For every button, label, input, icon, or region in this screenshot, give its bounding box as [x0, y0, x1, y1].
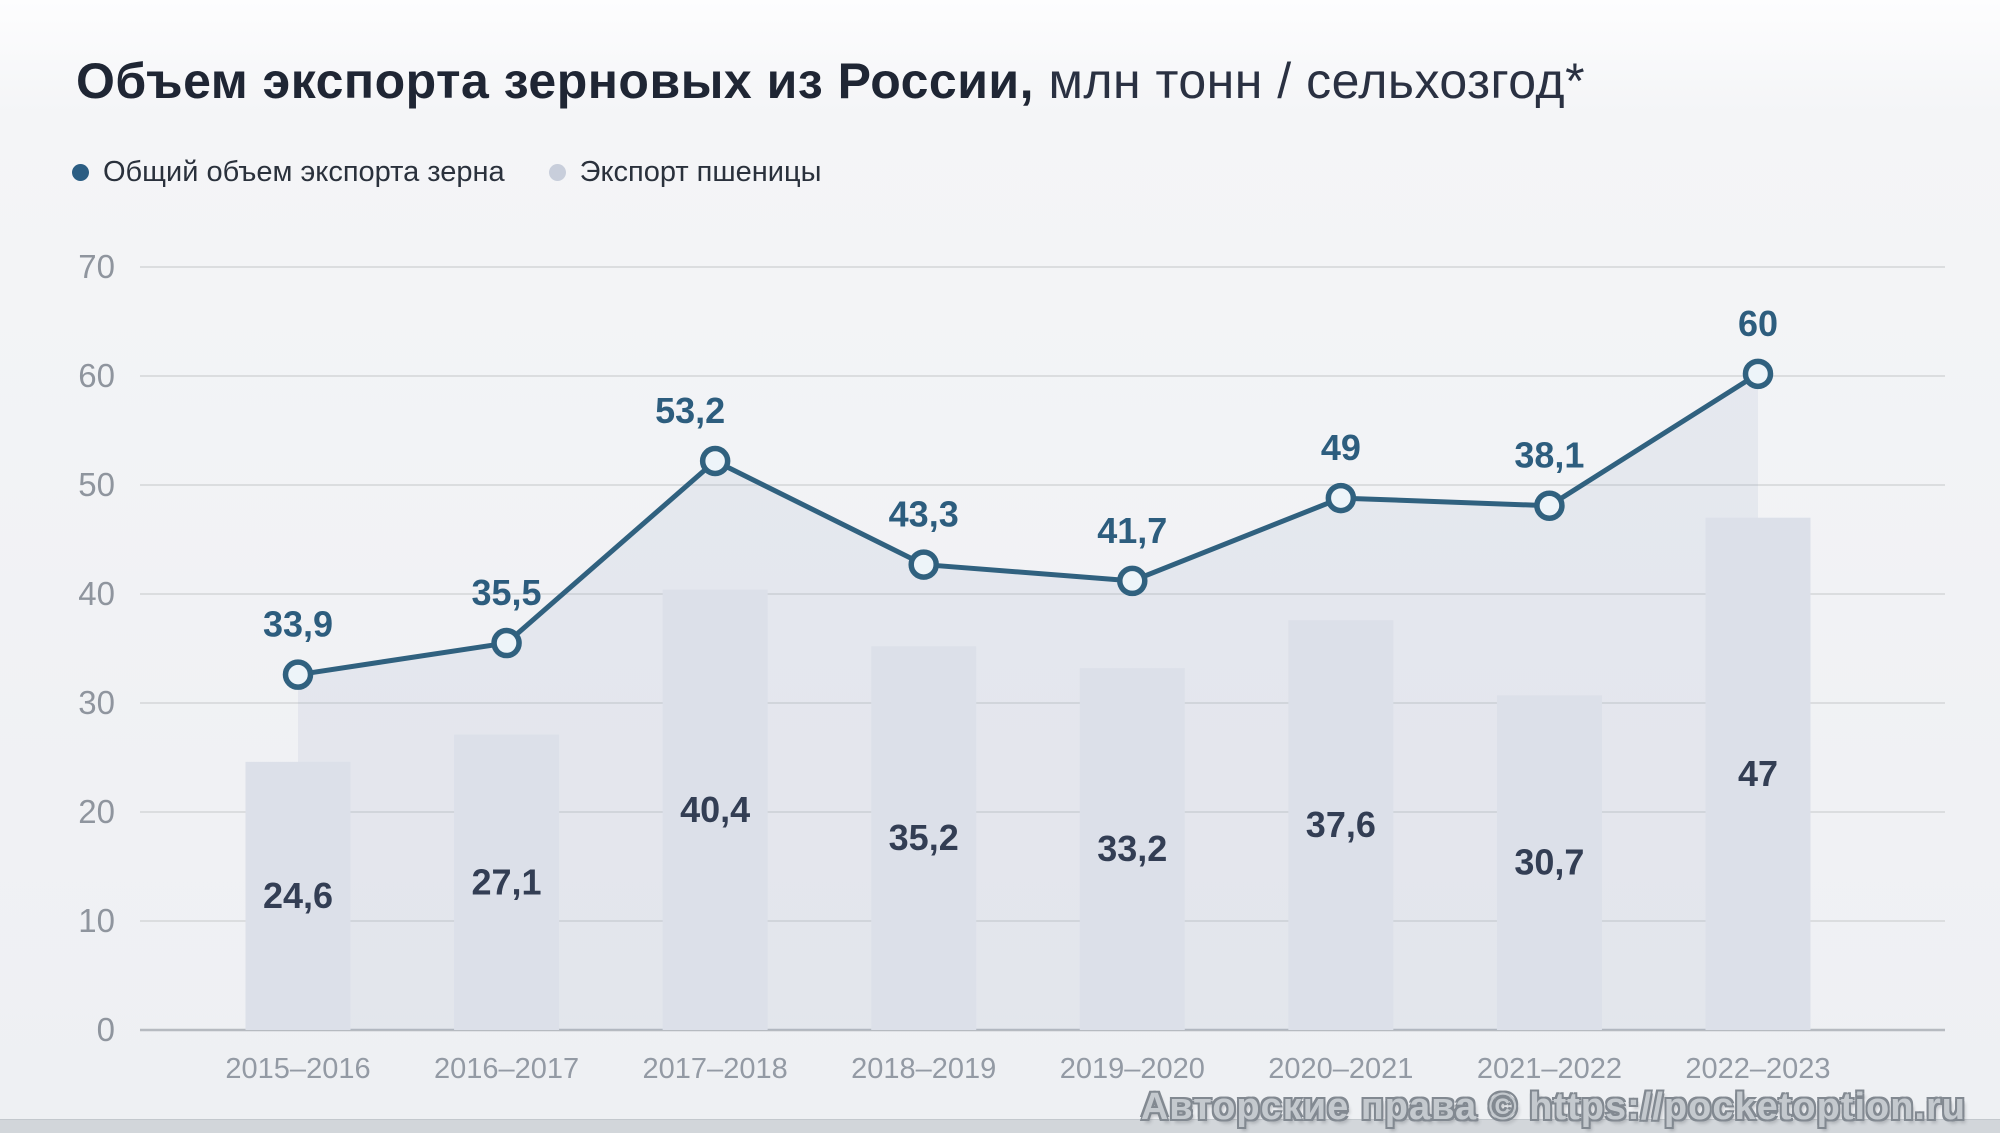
line-point: [699, 445, 731, 477]
x-category-label: 2022–2023: [1685, 1053, 1830, 1085]
y-tick-label: 20: [78, 793, 115, 830]
bar-2022–2023: [1705, 517, 1811, 1030]
legend-dot-total-grain-icon: [72, 164, 89, 181]
x-category-label: 2017–2018: [643, 1053, 788, 1085]
chart-title-units: млн тонн / сельхозгод*: [1034, 53, 1586, 109]
legend-label-wheat: Экспорт пшеницы: [579, 156, 822, 188]
chart-title-bold: Объем экспорта зерновых из России,: [76, 53, 1035, 109]
x-category-label: 2019–2020: [1060, 1053, 1205, 1085]
point-value-label: 38,1: [1514, 435, 1584, 476]
x-category-label: 2016–2017: [434, 1053, 579, 1085]
point-value-label: 60: [1738, 303, 1778, 344]
line-point: [491, 627, 522, 659]
export-line: [295, 371, 1761, 678]
bar-2015–2016: [245, 761, 351, 1030]
legend-item-wheat: Экспорт пшеницы: [548, 156, 822, 189]
point-value-label: 41,7: [1097, 510, 1167, 551]
line-point: [1534, 490, 1565, 521]
legend-dot-wheat-icon: [548, 164, 566, 181]
x-category-label: 2021–2022: [1477, 1053, 1622, 1085]
chart-title: Объем экспорта зерновых из России, млн т…: [76, 52, 1585, 110]
line-point: [282, 659, 314, 690]
line-point: [1742, 358, 1774, 390]
bar-value-label: 33,2: [1097, 828, 1167, 869]
line-point: [1117, 565, 1148, 597]
y-tick-label: 50: [78, 466, 115, 503]
point-value-label: 33,9: [263, 604, 333, 645]
point-value-label: 53,2: [655, 390, 725, 431]
bar-value-label: 24,6: [263, 875, 333, 916]
bar-value-label: 40,4: [680, 789, 750, 830]
bar-2017–2018: [662, 589, 768, 1030]
bar-2020–2021: [1288, 620, 1394, 1030]
y-tick-label: 10: [78, 902, 115, 939]
legend-item-total-grain: Общий объем экспорта зерна: [72, 156, 505, 189]
y-tick-label: 40: [78, 575, 115, 612]
bar-value-label: 27,1: [472, 861, 542, 902]
bar-2019–2020: [1079, 668, 1185, 1030]
x-category-label: 2018–2019: [851, 1053, 996, 1085]
legend-label-total-grain: Общий объем экспорта зерна: [103, 156, 505, 188]
bar-2018–2019: [871, 646, 977, 1030]
bar-value-label: 37,6: [1306, 804, 1376, 845]
bar-value-label: 35,2: [889, 817, 959, 858]
point-value-label: 49: [1321, 427, 1361, 468]
legend: Общий объем экспорта зерна Экспорт пшени…: [72, 156, 821, 189]
point-value-label: 43,3: [889, 494, 959, 535]
bottom-edge-strip: [0, 1119, 2000, 1133]
bar-value-label: 47: [1738, 753, 1778, 794]
y-tick-label: 30: [78, 684, 115, 721]
bar-2021–2022: [1496, 695, 1602, 1030]
x-category-label: 2020–2021: [1268, 1053, 1413, 1085]
bar-2016–2017: [454, 734, 560, 1030]
x-category-label: 2015–2016: [225, 1053, 370, 1085]
y-tick-label: 70: [78, 248, 115, 285]
y-tick-label: 0: [97, 1011, 115, 1048]
line-point: [908, 549, 939, 580]
point-value-label: 35,5: [472, 572, 542, 613]
y-tick-label: 60: [78, 357, 115, 394]
line-point: [1325, 482, 1357, 514]
bar-value-label: 30,7: [1514, 842, 1584, 883]
watermark: Авторские права © https://pocketoption.r…: [1140, 1086, 1966, 1128]
